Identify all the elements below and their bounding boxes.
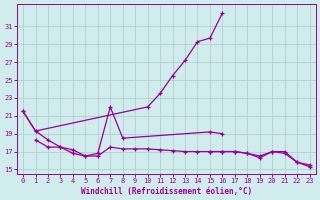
X-axis label: Windchill (Refroidissement éolien,°C): Windchill (Refroidissement éolien,°C) (81, 187, 252, 196)
